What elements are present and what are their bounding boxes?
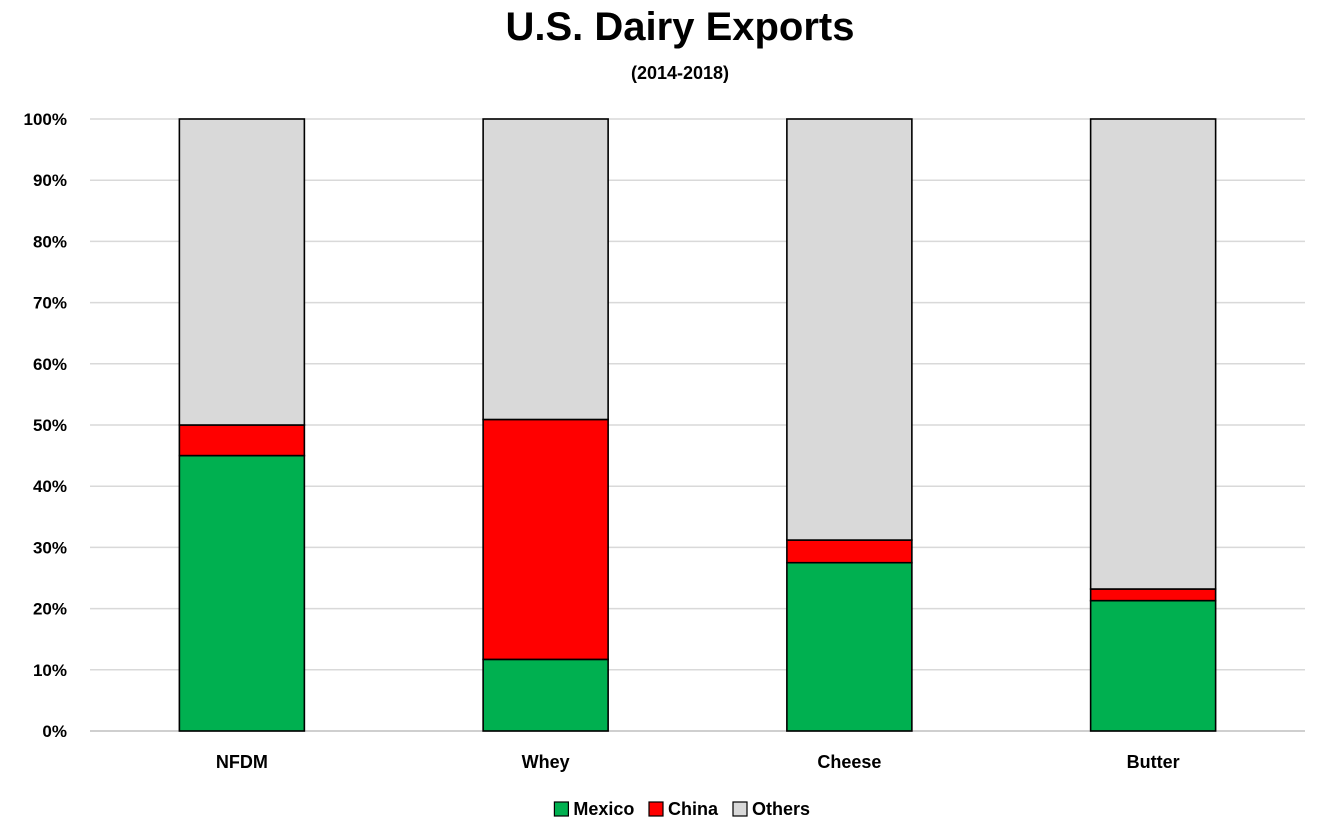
x-category-label: NFDM — [216, 752, 268, 772]
legend-swatch — [732, 801, 748, 817]
bar-segment-others-cheese — [786, 118, 913, 541]
y-tick-label: 70% — [33, 294, 67, 313]
y-tick-label: 60% — [33, 355, 67, 374]
bar-segment-china-cheese — [786, 539, 913, 564]
bar-segment-mexico-butter — [1089, 599, 1217, 732]
bar-segment-others-butter — [1089, 118, 1217, 590]
legend-label: China — [668, 799, 719, 819]
legend-swatch — [648, 801, 664, 817]
bar-segment-china-nfdm — [178, 424, 306, 457]
y-axis-ticks: 0% 10% 20% 30% 40% 50% 60% 70% 80% 90% 100% — [24, 110, 67, 741]
bar-segment-mexico-nfdm — [178, 454, 306, 732]
y-tick-label: 0% — [42, 722, 67, 741]
x-category-label: Cheese — [817, 752, 881, 772]
legend-item-mexico: Mexico — [553, 799, 634, 819]
y-tick-label: 40% — [33, 477, 67, 496]
y-tick-label: 80% — [33, 232, 67, 251]
chart-subtitle: (2014-2018) — [631, 63, 729, 83]
legend-label: Others — [752, 799, 810, 819]
y-tick-label: 50% — [33, 416, 67, 435]
legend-item-china: China — [648, 799, 719, 819]
bars — [178, 118, 1217, 732]
y-tick-label: 20% — [33, 600, 67, 619]
x-category-label: Butter — [1127, 752, 1180, 772]
x-category-label: Whey — [522, 752, 570, 772]
legend-item-others: Others — [732, 799, 810, 819]
legend: Mexico China Others — [553, 799, 810, 819]
y-tick-label: 30% — [33, 538, 67, 557]
y-tick-label: 10% — [33, 661, 67, 680]
chart-title: U.S. Dairy Exports — [505, 5, 854, 49]
bar-segment-mexico-whey — [482, 658, 609, 732]
y-tick-label: 90% — [33, 171, 67, 190]
bar-segment-china-butter — [1089, 588, 1217, 602]
legend-swatch — [553, 801, 570, 817]
y-tick-label: 100% — [24, 110, 67, 129]
bar-segment-others-whey — [482, 118, 609, 421]
x-axis-labels: NFDM Whey Cheese Butter — [216, 752, 1180, 772]
bar-segment-mexico-cheese — [786, 561, 913, 732]
legend-label: Mexico — [573, 799, 634, 819]
bar-segment-others-nfdm — [178, 118, 306, 426]
bar-segment-china-whey — [482, 418, 609, 661]
